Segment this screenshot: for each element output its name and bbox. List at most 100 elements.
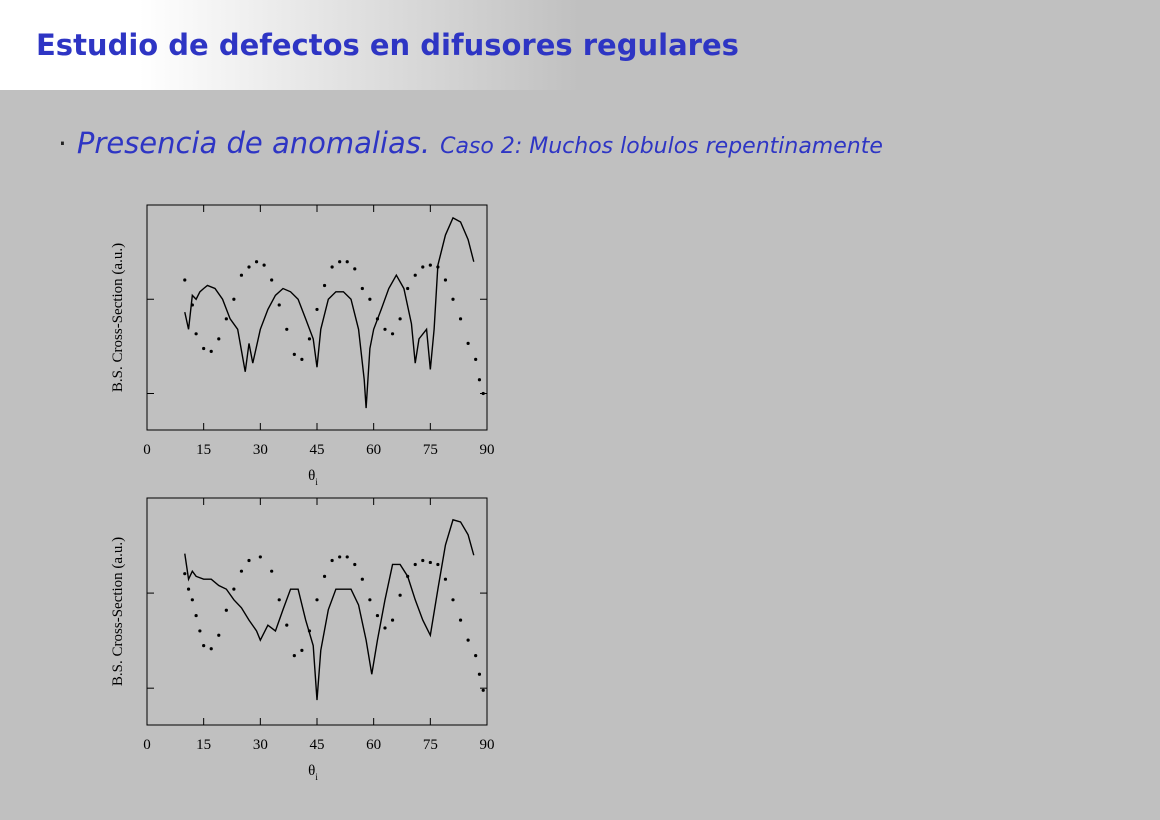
data-dot: [353, 267, 357, 271]
data-dot: [209, 349, 213, 353]
data-dot: [398, 317, 402, 321]
data-dot: [232, 297, 236, 301]
data-dot: [202, 346, 206, 351]
data-dot: [217, 633, 221, 637]
data-dot: [330, 265, 334, 269]
data-dot: [474, 357, 478, 362]
data-dot: [307, 337, 312, 341]
data-dot: [292, 352, 296, 356]
x-tick-label: 30: [253, 442, 268, 458]
data-dot: [258, 555, 262, 559]
data-dot: [307, 629, 312, 633]
data-dot: [254, 260, 259, 264]
data-dot: [421, 558, 425, 563]
data-dot: [322, 283, 327, 288]
chart: 0 15 30 45 60 75 90 θi B.S. Cross-Section (a.u.): [110, 497, 495, 782]
data-dot: [330, 558, 334, 563]
data-dot: [232, 587, 236, 591]
data-dot: [209, 647, 213, 651]
x-tick-label: 60: [366, 737, 381, 753]
data-dot: [345, 260, 349, 264]
y-axis-label: B.S. Cross-Section (a.u.): [110, 243, 126, 392]
data-dot: [443, 278, 448, 282]
bullet-line: · Presencia de anomalias. Caso 2: Muchos l…: [58, 126, 883, 160]
data-dot: [443, 577, 448, 581]
data-dot: [421, 265, 425, 269]
data-dot: [390, 618, 395, 622]
x-tick-label: 45: [310, 737, 325, 753]
data-dot: [375, 613, 380, 618]
data-dot: [239, 569, 244, 573]
banner: [0, 0, 1160, 90]
data-dot: [375, 317, 380, 321]
x-tick-label: 90: [480, 737, 495, 753]
data-dot: [413, 273, 417, 277]
data-dot: [300, 648, 304, 652]
data-dot: [477, 378, 482, 382]
data-dot: [224, 608, 228, 612]
x-axis-subscript: i: [315, 772, 318, 782]
data-dot: [322, 574, 327, 578]
subheading: Caso 2: Muchos lobulos repentinamente: [440, 134, 883, 159]
data-dot: [368, 598, 372, 602]
data-dot: [277, 303, 281, 307]
data-dot: [436, 562, 440, 567]
data-dot: [285, 327, 289, 331]
data-dot: [428, 263, 432, 267]
data-dot: [353, 562, 357, 567]
data-dot: [466, 638, 470, 642]
data-dot: [481, 688, 485, 692]
plot-frame: [146, 204, 488, 431]
x-axis-symbol: θ: [308, 468, 315, 484]
data-dot: [186, 587, 191, 591]
x-tick-label: 30: [253, 737, 268, 753]
x-tick-label: 15: [196, 442, 211, 458]
x-tick-label: 45: [310, 442, 325, 458]
data-dot: [202, 644, 206, 648]
x-axis-symbol: θ: [308, 763, 315, 779]
data-dot: [413, 562, 417, 567]
x-tick-label: 0: [143, 442, 151, 458]
data-dot: [368, 297, 372, 301]
data-dot: [383, 626, 387, 630]
x-axis-label: θi: [308, 763, 318, 782]
x-axis-subscript: i: [315, 477, 318, 487]
x-axis-label: θi: [308, 468, 318, 487]
data-dot: [270, 569, 274, 573]
data-dot: [194, 332, 198, 336]
data-dot: [247, 265, 251, 269]
data-dot: [428, 560, 432, 565]
data-dot: [224, 317, 228, 321]
data-dot: [466, 341, 470, 346]
data-dot: [190, 598, 194, 602]
data-dot: [262, 263, 266, 267]
data-dot: [198, 629, 202, 633]
data-dot: [406, 286, 410, 291]
data-dot: [458, 317, 463, 321]
data-dot: [451, 598, 455, 602]
data-dot: [398, 593, 402, 597]
bullet: ·: [58, 127, 67, 160]
data-dot: [300, 357, 304, 362]
data-dot: [315, 307, 319, 312]
x-tick-label: 90: [480, 442, 495, 458]
data-dot: [338, 260, 342, 264]
data-dot: [383, 327, 387, 331]
y-axis-label: B.S. Cross-Section (a.u.): [110, 537, 126, 686]
data-dot: [183, 278, 187, 282]
data-dot: [345, 555, 349, 559]
x-tick-label: 0: [143, 737, 151, 753]
data-dot: [194, 613, 198, 618]
x-tick-label: 60: [366, 442, 381, 458]
data-dot: [477, 672, 482, 676]
data-dot: [458, 618, 463, 622]
heading: Presencia de anomalias.: [76, 126, 431, 160]
x-tick-label: 15: [196, 737, 211, 753]
data-dot: [338, 555, 342, 559]
data-dot: [436, 265, 440, 269]
data-dot: [292, 654, 296, 658]
x-tick-label: 75: [423, 442, 438, 458]
data-dot: [481, 391, 485, 396]
